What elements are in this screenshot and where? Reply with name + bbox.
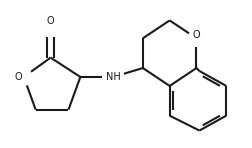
Text: O: O xyxy=(47,16,54,26)
Text: O: O xyxy=(192,30,200,40)
Text: O: O xyxy=(15,72,22,82)
Text: NH: NH xyxy=(105,72,120,82)
